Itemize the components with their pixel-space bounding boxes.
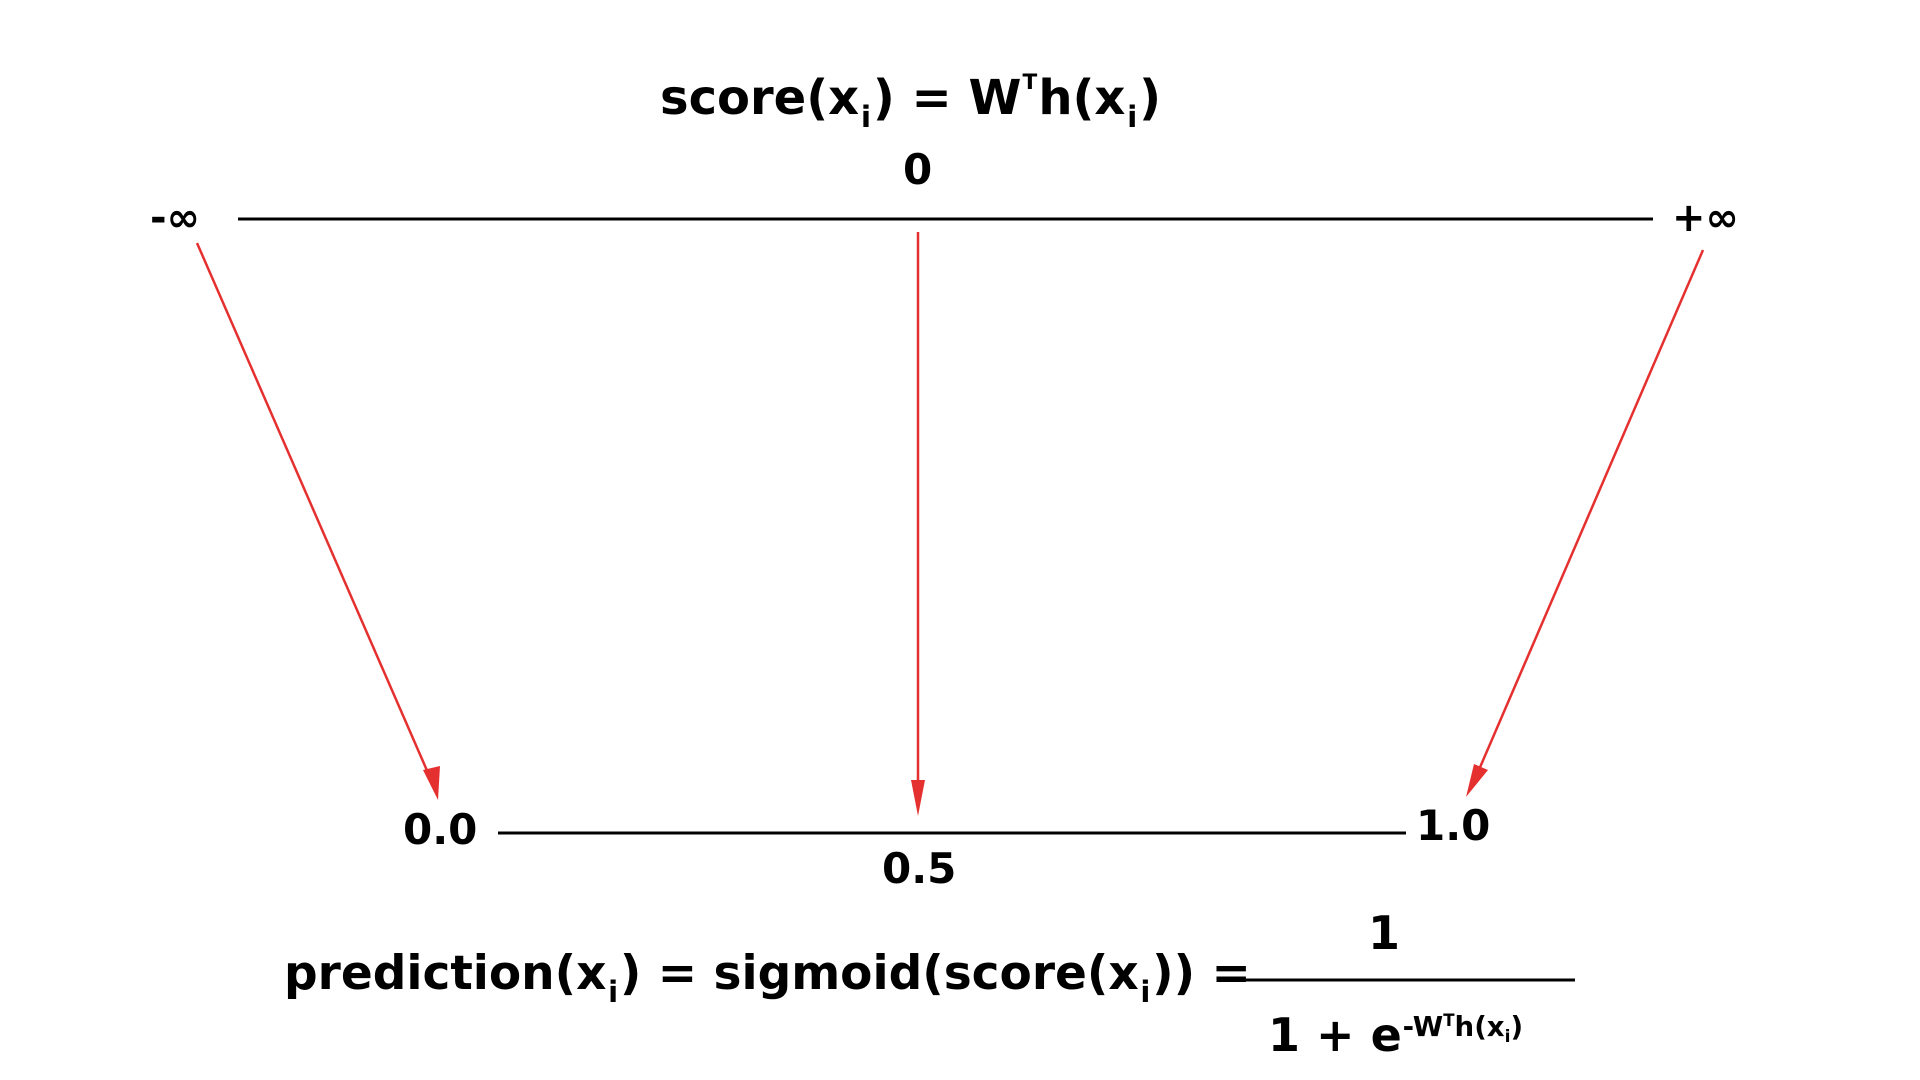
score-axis-left-label: -∞ — [150, 195, 200, 241]
fraction-denominator: 1 + e-WTh(xi) — [1268, 1012, 1523, 1058]
denominator-base: 1 + e — [1268, 1008, 1402, 1062]
prob-axis-left-label: 0.0 — [403, 805, 478, 854]
prob-axis-center-label: 0.5 — [882, 844, 957, 893]
arrowhead-right — [1466, 764, 1488, 797]
exponent-h: h(x — [1454, 1009, 1505, 1043]
exponent-close: ) — [1510, 1009, 1524, 1043]
prediction-equation: prediction(xi) = sigmoid(score(xi)) = — [284, 950, 1251, 1007]
score-h: h(x — [1038, 70, 1126, 126]
fraction-numerator: 1 — [1368, 906, 1401, 960]
score-lhs: score(x — [660, 70, 860, 126]
prediction-mid-subscript: i — [1140, 975, 1151, 1010]
score-rhs-subscript: i — [1127, 100, 1138, 136]
exponent-transpose-superscript: T — [1443, 1010, 1455, 1030]
score-axis-right-label: +∞ — [1672, 195, 1739, 241]
score-axis-center-label: 0 — [903, 145, 933, 194]
prediction-lhs: prediction(x — [284, 946, 607, 1001]
arrowhead-left — [423, 766, 440, 800]
score-lhs-subscript: i — [860, 100, 872, 136]
arrow-pos-inf-to-one — [1476, 249, 1705, 773]
mapping-arrows — [195, 232, 1705, 816]
score-mid: ) = W — [872, 70, 1022, 126]
arrow-neg-inf-to-zero — [195, 242, 434, 783]
arrowhead-center — [911, 780, 925, 816]
score-transpose-superscript: T — [1022, 70, 1038, 96]
score-equation: score(xi) = WTh(xi) — [660, 72, 1161, 133]
prob-axis-right-label: 1.0 — [1416, 801, 1491, 850]
score-close: ) — [1139, 70, 1162, 126]
prediction-mid: ) = sigmoid(score(x — [619, 946, 1139, 1001]
prediction-lhs-subscript: i — [608, 975, 619, 1010]
exponent-subscript: i — [1504, 1026, 1511, 1047]
exponent-lead: -W — [1402, 1009, 1444, 1043]
prediction-tail: )) = — [1152, 946, 1251, 1001]
denominator-exponent: -WTh(xi) — [1402, 1009, 1524, 1045]
